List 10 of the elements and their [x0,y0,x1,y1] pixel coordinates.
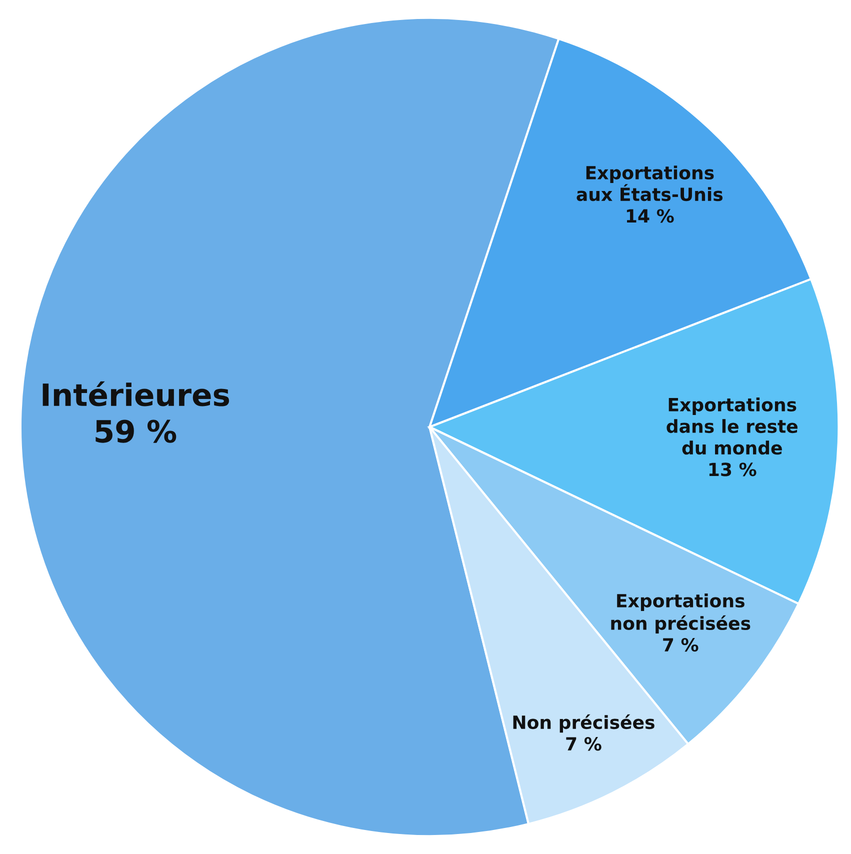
data-label: 7 % [566,737,602,751]
data-label: 59 % [96,420,176,443]
slice-label: Exportations aux États-Unis [576,166,723,202]
data-label: 14 % [626,209,674,223]
slice-label: Exportations non précisées [611,594,750,634]
slice-label: Intérieures [42,381,230,406]
slice-label: Exportations dans le reste du monde [666,398,798,455]
data-label: 7 % [663,638,698,652]
slice-label: Non précisées [513,714,654,733]
data-label: 13 % [709,462,756,476]
